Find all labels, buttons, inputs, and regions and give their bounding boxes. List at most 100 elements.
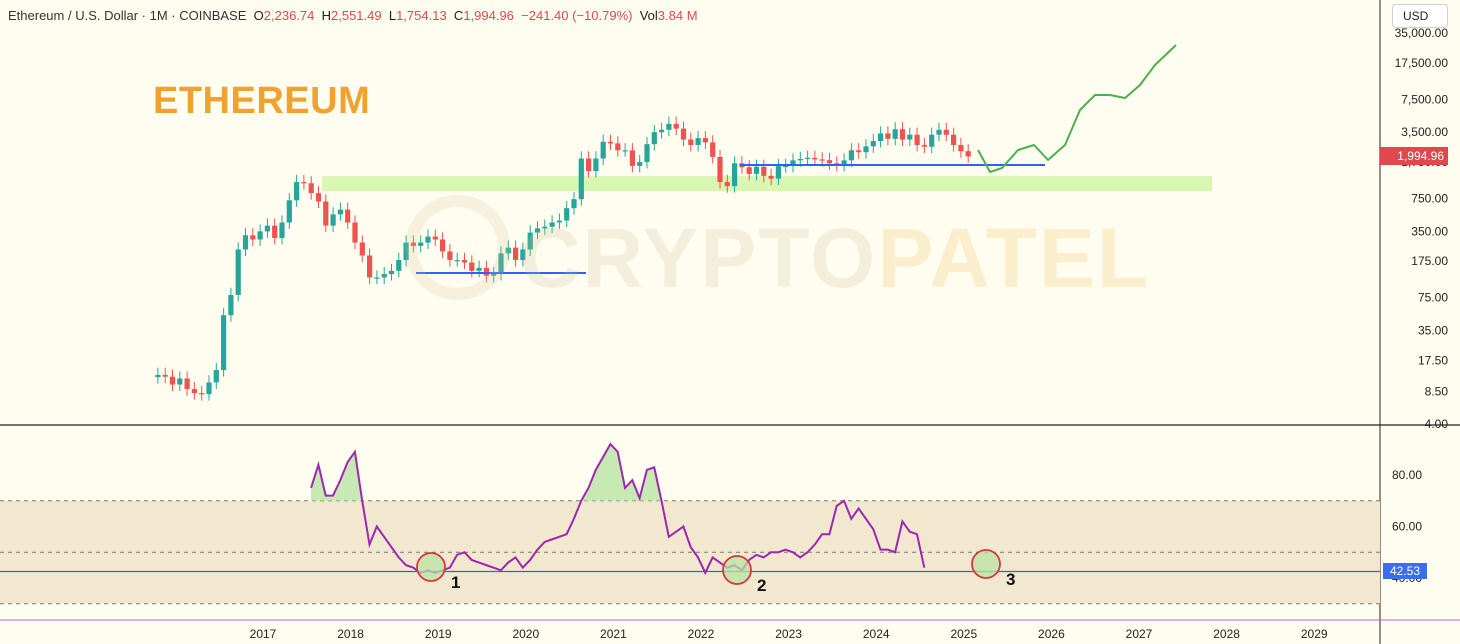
candle-body bbox=[644, 144, 650, 163]
candle-body bbox=[885, 133, 891, 139]
candle-body bbox=[323, 201, 329, 226]
candle-body bbox=[586, 158, 592, 172]
candle-body bbox=[315, 193, 322, 202]
candle-body bbox=[958, 144, 964, 152]
candle-body bbox=[929, 134, 935, 147]
candle-body bbox=[680, 128, 687, 140]
candle-body bbox=[388, 270, 395, 275]
candle-body bbox=[695, 138, 701, 145]
price-axis-tick: 8.50 bbox=[1425, 385, 1449, 399]
currency-button[interactable]: USD bbox=[1392, 4, 1448, 28]
candle-body bbox=[746, 167, 752, 174]
candle-body bbox=[907, 134, 913, 140]
candle-body bbox=[607, 141, 614, 144]
candle-body bbox=[337, 209, 343, 215]
candle-body bbox=[943, 129, 949, 135]
rsi-marker-circle bbox=[416, 552, 446, 582]
candle-body bbox=[673, 123, 679, 129]
candle-body bbox=[162, 374, 168, 377]
rsi-overbought-fill bbox=[311, 444, 925, 501]
candle-body bbox=[637, 162, 643, 166]
candle-body bbox=[264, 225, 270, 232]
candle-body bbox=[374, 277, 380, 279]
candle-body bbox=[272, 225, 278, 239]
price-axis-tick: 17,500.00 bbox=[1395, 56, 1449, 70]
candle-body bbox=[841, 160, 847, 165]
candle-body bbox=[936, 129, 942, 135]
candle-body bbox=[571, 199, 577, 209]
candle-body bbox=[301, 182, 307, 184]
candle-body bbox=[761, 166, 767, 176]
candle-body bbox=[542, 226, 548, 229]
candle-body bbox=[396, 260, 402, 271]
symbol-name[interactable]: Ethereum / U.S. Dollar · 1M · COINBASE bbox=[8, 8, 247, 23]
open-value: 2,236.74 bbox=[263, 8, 315, 23]
time-axis-tick: 2029 bbox=[1301, 627, 1328, 641]
candle-body bbox=[870, 141, 876, 147]
candle-body bbox=[199, 393, 205, 395]
close-label: C bbox=[453, 8, 464, 23]
candle-body bbox=[564, 208, 570, 221]
candle-body bbox=[556, 220, 562, 223]
candle-body bbox=[768, 175, 774, 179]
low-label: L bbox=[388, 8, 397, 23]
high-value: 2,551.49 bbox=[331, 8, 382, 23]
candle-body bbox=[899, 129, 906, 140]
time-axis-tick: 2022 bbox=[688, 627, 715, 641]
candle-body bbox=[527, 232, 533, 250]
price-axis-tick: 175.00 bbox=[1411, 254, 1448, 268]
candle-body bbox=[578, 158, 584, 200]
price-axis-tick: 17.50 bbox=[1418, 353, 1448, 367]
candle-body bbox=[279, 222, 285, 239]
candle-body bbox=[549, 222, 555, 227]
candle-body bbox=[783, 165, 789, 168]
watermark-part1: CRYPTO bbox=[520, 211, 878, 305]
candle-body bbox=[308, 183, 314, 194]
candle-body bbox=[286, 200, 292, 223]
watermark-logo-icon bbox=[405, 195, 510, 300]
candle-body bbox=[921, 144, 927, 147]
time-axis-tick: 2018 bbox=[337, 627, 364, 641]
candle-body bbox=[330, 214, 336, 226]
candle-body bbox=[753, 166, 760, 174]
candle-body bbox=[819, 159, 825, 161]
time-axis-tick: 2025 bbox=[950, 627, 977, 641]
time-axis-tick: 2019 bbox=[425, 627, 452, 641]
candle-body bbox=[381, 274, 387, 278]
time-axis-tick: 2027 bbox=[1126, 627, 1153, 641]
candle-body bbox=[615, 143, 621, 151]
rsi-marker-circle bbox=[971, 549, 1001, 579]
candle-body bbox=[848, 150, 854, 161]
candle-body bbox=[367, 255, 373, 278]
candle-body bbox=[688, 139, 694, 145]
candle-body bbox=[863, 146, 869, 153]
candle-body bbox=[534, 228, 541, 233]
candle-body bbox=[914, 134, 920, 145]
candle-body bbox=[629, 150, 635, 166]
time-axis-tick: 2020 bbox=[512, 627, 539, 641]
chart-title: ETHEREUM bbox=[153, 80, 371, 122]
price-axis-tick: 3,500.00 bbox=[1401, 125, 1448, 139]
candle-body bbox=[206, 382, 212, 395]
candle-body bbox=[235, 249, 241, 295]
rsi-marker-circle bbox=[722, 555, 752, 585]
high-label: H bbox=[321, 8, 331, 23]
rsi-axis-tick: 80.00 bbox=[1392, 468, 1422, 482]
candle-body bbox=[250, 235, 256, 240]
candle-body bbox=[228, 294, 234, 316]
candle-body bbox=[169, 376, 176, 385]
candle-body bbox=[593, 158, 599, 172]
time-axis-tick: 2026 bbox=[1038, 627, 1065, 641]
candle-body bbox=[856, 150, 862, 153]
candle-body bbox=[659, 129, 665, 133]
rsi-marker-label: 3 bbox=[1006, 570, 1015, 589]
time-axis-tick: 2021 bbox=[600, 627, 627, 641]
watermark-part2: PATEL bbox=[877, 211, 1151, 305]
price-axis-tick: 35,000.00 bbox=[1395, 26, 1449, 40]
price-axis-tick: 750.00 bbox=[1411, 192, 1448, 206]
candle-body bbox=[812, 157, 818, 160]
rsi-value-tag: 42.53 bbox=[1383, 563, 1427, 579]
candle-body bbox=[221, 315, 227, 371]
candle-body bbox=[666, 123, 672, 130]
